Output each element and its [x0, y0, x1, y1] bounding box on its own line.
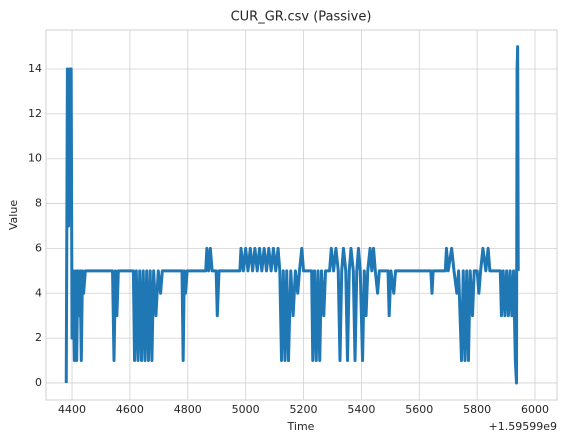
y-tick-label: 14	[28, 62, 42, 75]
plot-frame	[45, 29, 558, 401]
x-tick-label: 5800	[463, 403, 491, 416]
x-tick-label: 5000	[232, 403, 260, 416]
y-tick-label: 0	[35, 376, 42, 389]
y-tick-label: 10	[28, 152, 42, 165]
x-tick-label: 4800	[174, 403, 202, 416]
x-tick-label: 5200	[290, 403, 318, 416]
y-tick-label: 12	[28, 107, 42, 120]
data-line	[64, 45, 520, 385]
x-tick-label: 6000	[521, 403, 549, 416]
x-tick-label: 4600	[116, 403, 144, 416]
y-axis-label: Value	[7, 200, 20, 230]
y-tick-label: 8	[35, 197, 42, 210]
x-axis-label: Time	[287, 420, 315, 433]
chart-title: CUR_GR.csv (Passive)	[231, 10, 372, 25]
x-offset-label: +1.59599e9	[489, 420, 557, 433]
y-tick-label: 2	[35, 331, 42, 344]
x-tick-label: 5600	[405, 403, 433, 416]
x-tick-label: 4400	[58, 403, 86, 416]
y-tick-label: 4	[35, 286, 42, 299]
x-tick-label: 5400	[347, 403, 375, 416]
y-tick-label: 6	[35, 241, 42, 254]
